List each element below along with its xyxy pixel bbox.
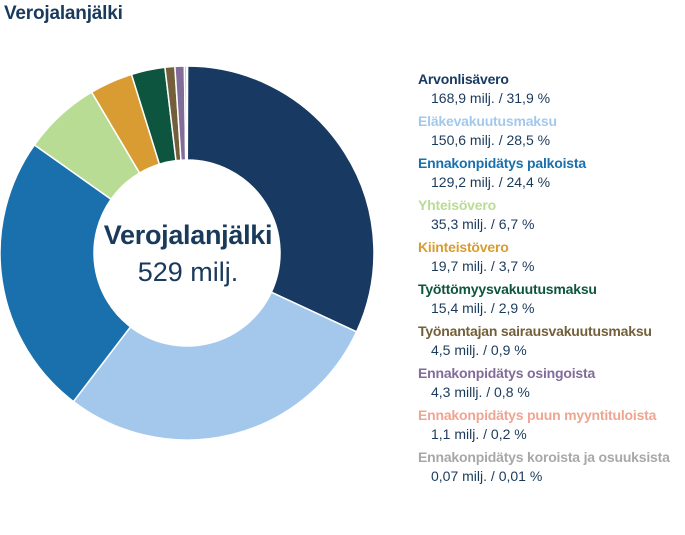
legend-label: Ennakonpidätys palkoista	[418, 155, 586, 171]
donut-center-value: 529 milj.	[137, 257, 239, 287]
legend-label: Ennakonpidätys koroista ja osuuksista	[418, 449, 670, 465]
legend-label: Ennakonpidätys osingoista	[418, 365, 596, 381]
legend-item: Kiinteistövero 19,7 milj. / 3,7 %	[418, 238, 683, 280]
legend-value: 0,07 milj. / 0,01 %	[431, 468, 543, 484]
legend-value: 168,9 milj. / 31,9 %	[431, 90, 551, 106]
legend-item: Ennakonpidätys palkoista 129,2 milj. / 24…	[418, 154, 683, 196]
chart-legend: Arvonlisävero 168,9 milj. / 31,9 % Eläkeva…	[418, 70, 683, 490]
legend-value: 4,5 milj. / 0,9 %	[431, 342, 527, 358]
legend-item: Arvonlisävero 168,9 milj. / 31,9 %	[418, 70, 683, 112]
donut-slice	[186, 65, 375, 333]
legend-value: 35,3 milj. / 6,7 %	[431, 216, 535, 232]
donut-center-title: Verojalanjälki	[103, 220, 273, 250]
legend-item: Eläkevakuutusmaksu 150,6 milj. / 28,5 %	[418, 112, 683, 154]
legend-label: Yhteisövero	[418, 197, 496, 213]
legend-item: Työttömyysvakuutusmaksu 15,4 milj. / 2,9 …	[418, 280, 683, 322]
donut-slice	[0, 143, 132, 403]
legend-value: 4,3 millj. / 0,8 %	[431, 384, 530, 400]
donut-slice	[186, 65, 189, 161]
legend-value: 15,4 milj. / 2,9 %	[431, 300, 535, 316]
legend-item: Ennakonpidätys osingoista 4,3 millj. / 0,…	[418, 364, 683, 406]
legend-value: 150,6 milj. / 28,5 %	[431, 132, 551, 148]
legend-item: Työnantajan sairausvakuutusmaksu 4,5 milj…	[418, 322, 683, 364]
donut-slice	[72, 291, 358, 441]
legend-item: Yhteisövero 35,3 milj. / 6,7 %	[418, 196, 683, 238]
legend-label: Työnantajan sairausvakuutusmaksu	[418, 323, 652, 339]
legend-item: Ennakonpidätys koroista ja osuuksista 0,0…	[418, 448, 683, 490]
donut-chart	[0, 65, 375, 441]
legend-label: Kiinteistövero	[418, 239, 509, 255]
legend-label: Ennakonpidätys puun myyntituloista	[418, 407, 657, 423]
legend-label: Arvonlisävero	[418, 71, 509, 87]
legend-label: Työttömyysvakuutusmaksu	[418, 281, 597, 297]
page-title: Verojalanjälki	[4, 3, 123, 24]
legend-value: 129,2 milj. / 24,4 %	[431, 174, 551, 190]
legend-value: 19,7 milj. / 3,7 %	[431, 258, 535, 274]
legend-item: Ennakonpidätys puun myyntituloista 1,1 mi…	[418, 406, 683, 448]
legend-label: Eläkevakuutusmaksu	[418, 113, 557, 129]
legend-value: 1,1 milj. / 0,2 %	[431, 426, 527, 442]
